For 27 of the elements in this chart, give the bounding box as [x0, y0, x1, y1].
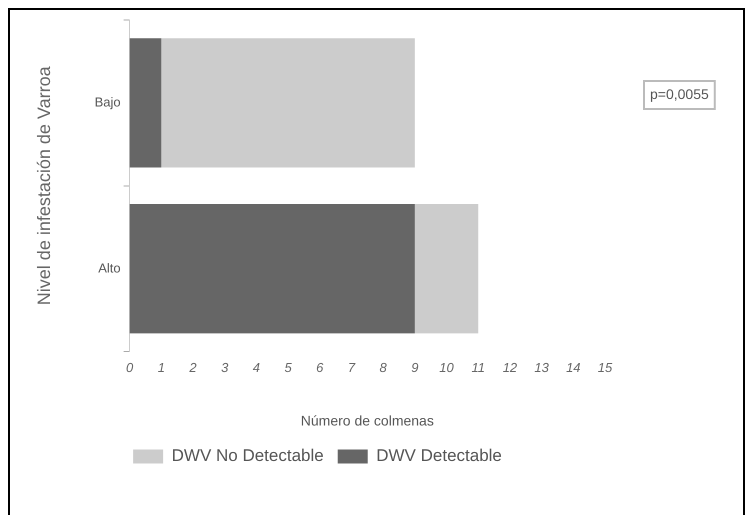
x-axis-title: Número de colmenas [300, 412, 434, 428]
x-tick-label: 6 [316, 360, 324, 376]
x-tick-label: 13 [534, 360, 550, 376]
y-axis-title: Nivel de infestación de Varroa [34, 65, 54, 306]
x-tick-label: 5 [284, 360, 292, 376]
legend-label: DWV No Detectable [172, 446, 324, 466]
x-tick-label: 2 [188, 360, 198, 376]
bar [161, 38, 415, 168]
y-tick-label: Alto [98, 260, 121, 276]
text: p=0,0055 [650, 86, 709, 102]
x-tick-label: 9 [411, 360, 418, 376]
bar [414, 204, 478, 334]
x-tick-label: 7 [348, 360, 356, 376]
x-tick-label: 12 [502, 360, 518, 376]
x-tick-label: 3 [221, 360, 230, 376]
x-tick-label: 11 [471, 360, 485, 376]
x-tick-label: 10 [439, 360, 455, 376]
legend-label: DWV Detectable [376, 446, 502, 466]
x-tick-label: 1 [158, 360, 165, 376]
x-tick-label: 8 [380, 360, 388, 376]
bar [130, 38, 162, 168]
x-tick-label: 4 [252, 360, 260, 376]
x-tick-label: 0 [126, 360, 134, 376]
x-tick-label: 15 [598, 360, 613, 376]
x-tick-label: 14 [566, 360, 581, 376]
bar [130, 204, 415, 334]
y-tick-label: Bajo [94, 94, 121, 110]
